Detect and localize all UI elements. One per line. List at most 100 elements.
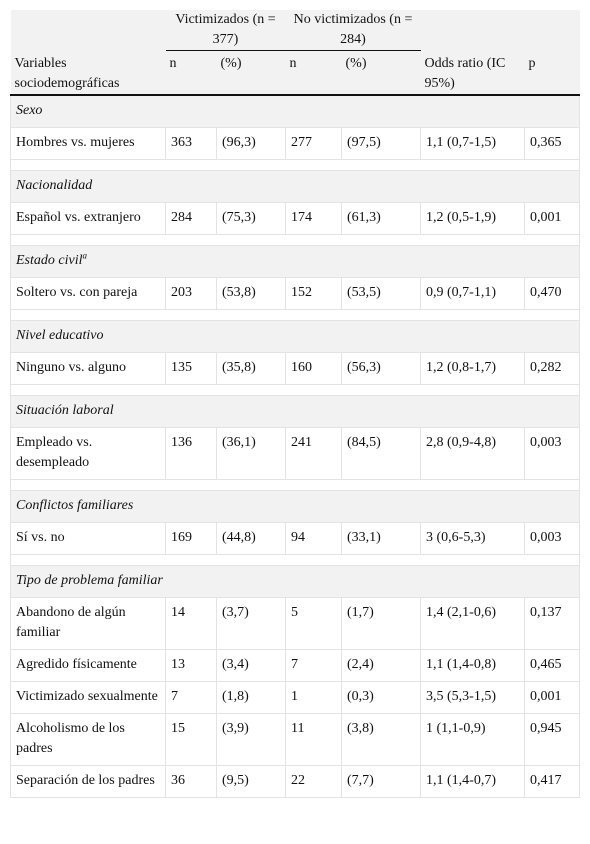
header-spacer [524, 10, 580, 51]
cell-n-not-victimized: 94 [285, 522, 342, 555]
cell-pct-not-victimized: (33,1) [341, 522, 421, 555]
section-title-text: Sexo [16, 103, 43, 118]
cell-n-victimized: 203 [165, 277, 217, 310]
row-label: Sí vs. no [10, 522, 166, 555]
table-row: Español vs. extranjero 284 (75,3) 174 (61,3)… [10, 202, 580, 235]
cell-n-not-victimized: 160 [285, 352, 342, 385]
cell-pct-not-victimized: (53,5) [341, 277, 421, 310]
column-header-variables: Variables sociodemográficas [10, 50, 166, 96]
cell-odds-ratio: 2,8 (0,9-4,8) [420, 427, 525, 480]
cell-n-victimized: 169 [165, 522, 217, 555]
cell-pct-not-victimized: (2,4) [341, 649, 421, 682]
table-row: Soltero vs. con pareja 203 (53,8) 152 (53,5)… [10, 277, 580, 310]
cell-pct-not-victimized: (7,7) [341, 765, 421, 798]
cell-odds-ratio: 1,2 (0,5-1,9) [420, 202, 525, 235]
sociodemographic-table: Victimizados (n = 377) No victimizados (… [10, 10, 580, 798]
column-header-pct-victimized: (%) [216, 50, 286, 96]
cell-odds-ratio: 0,9 (0,7-1,1) [420, 277, 525, 310]
spacer-cell [10, 384, 580, 396]
cell-n-not-victimized: 22 [285, 765, 342, 798]
section-row: Estado civila [10, 245, 580, 278]
section-row: Conflictos familiares [10, 490, 580, 523]
section-row: Sexo [10, 94, 580, 128]
cell-n-victimized: 363 [165, 127, 217, 160]
spacer-cell [10, 234, 580, 246]
row-label: Agredido físicamente [10, 649, 166, 682]
cell-n-victimized: 15 [165, 713, 217, 766]
section-title: Nacionalidad [10, 170, 580, 203]
cell-p-value: 0,003 [524, 427, 580, 480]
spacer-cell [10, 479, 580, 491]
section-title-text: Situación laboral [16, 403, 114, 418]
table-header: Victimizados (n = 377) No victimizados (… [10, 10, 580, 96]
row-label: Español vs. extranjero [10, 202, 166, 235]
section-spacer [10, 159, 580, 171]
cell-p-value: 0,001 [524, 202, 580, 235]
table-row: Hombres vs. mujeres 363 (96,3) 277 (97,5) 1,1… [10, 127, 580, 160]
section-row: Tipo de problema familiar [10, 565, 580, 598]
table-body: Sexo Hombres vs. mujeres 363 (96,3) 277 (97,… [10, 94, 580, 798]
cell-pct-victimized: (96,3) [216, 127, 286, 160]
section-title: Sexo [10, 94, 580, 128]
cell-n-victimized: 284 [165, 202, 217, 235]
cell-p-value: 0,282 [524, 352, 580, 385]
table-row: Separación de los padres 36 (9,5) 22 (7,7) 1,… [10, 765, 580, 798]
cell-odds-ratio: 1 (1,1-0,9) [420, 713, 525, 766]
section-spacer [10, 479, 580, 491]
cell-n-victimized: 13 [165, 649, 217, 682]
section-title-text: Nacionalidad [16, 178, 93, 193]
section-title: Tipo de problema familiar [10, 565, 580, 598]
table-row: Sí vs. no 169 (44,8) 94 (33,1) 3 (0,6-5,3) 0,0… [10, 522, 580, 555]
cell-p-value: 0,465 [524, 649, 580, 682]
cell-odds-ratio: 1,4 (2,1-0,6) [420, 597, 525, 650]
row-label: Empleado vs. desempleado [10, 427, 166, 480]
cell-n-not-victimized: 7 [285, 649, 342, 682]
cell-pct-not-victimized: (84,5) [341, 427, 421, 480]
cell-pct-victimized: (36,1) [216, 427, 286, 480]
cell-odds-ratio: 1,2 (0,8-1,7) [420, 352, 525, 385]
section-spacer [10, 384, 580, 396]
section-title: Estado civila [10, 245, 580, 278]
table-container: Victimizados (n = 377) No victimizados (… [10, 10, 580, 798]
column-header-n-not-victimized: n [285, 50, 342, 96]
cell-odds-ratio: 1,1 (0,7-1,5) [420, 127, 525, 160]
cell-p-value: 0,137 [524, 597, 580, 650]
cell-p-value: 0,470 [524, 277, 580, 310]
row-label: Abandono de algún familiar [10, 597, 166, 650]
cell-pct-victimized: (3,4) [216, 649, 286, 682]
row-label: Soltero vs. con pareja [10, 277, 166, 310]
cell-n-not-victimized: 277 [285, 127, 342, 160]
cell-pct-not-victimized: (56,3) [341, 352, 421, 385]
cell-n-not-victimized: 5 [285, 597, 342, 650]
cell-pct-victimized: (75,3) [216, 202, 286, 235]
row-label: Alcoholismo de los padres [10, 713, 166, 766]
section-title-text: Nivel educativo [16, 328, 104, 343]
table-row: Agredido físicamente 13 (3,4) 7 (2,4) 1,1 (1,… [10, 649, 580, 682]
spacer-cell [10, 554, 580, 566]
cell-n-not-victimized: 1 [285, 681, 342, 714]
section-title: Nivel educativo [10, 320, 580, 353]
column-header-p: p [524, 50, 580, 96]
section-spacer [10, 554, 580, 566]
cell-pct-not-victimized: (97,5) [341, 127, 421, 160]
section-title: Conflictos familiares [10, 490, 580, 523]
section-title: Situación laboral [10, 395, 580, 428]
cell-pct-victimized: (3,9) [216, 713, 286, 766]
cell-pct-not-victimized: (1,7) [341, 597, 421, 650]
header-spacer [10, 10, 166, 51]
table-row: Victimizado sexualmente 7 (1,8) 1 (0,3) 3,5 (… [10, 681, 580, 714]
cell-p-value: 0,001 [524, 681, 580, 714]
table-row: Abandono de algún familiar 14 (3,7) 5 (1,7) 1… [10, 597, 580, 650]
row-label: Ninguno vs. alguno [10, 352, 166, 385]
section-footnote-marker: a [82, 250, 88, 261]
section-row: Nacionalidad [10, 170, 580, 203]
cell-n-victimized: 14 [165, 597, 217, 650]
row-label: Victimizado sexualmente [10, 681, 166, 714]
cell-n-not-victimized: 11 [285, 713, 342, 766]
cell-p-value: 0,003 [524, 522, 580, 555]
cell-pct-victimized: (9,5) [216, 765, 286, 798]
cell-p-value: 0,945 [524, 713, 580, 766]
spacer-cell [10, 159, 580, 171]
cell-p-value: 0,365 [524, 127, 580, 160]
cell-n-not-victimized: 174 [285, 202, 342, 235]
